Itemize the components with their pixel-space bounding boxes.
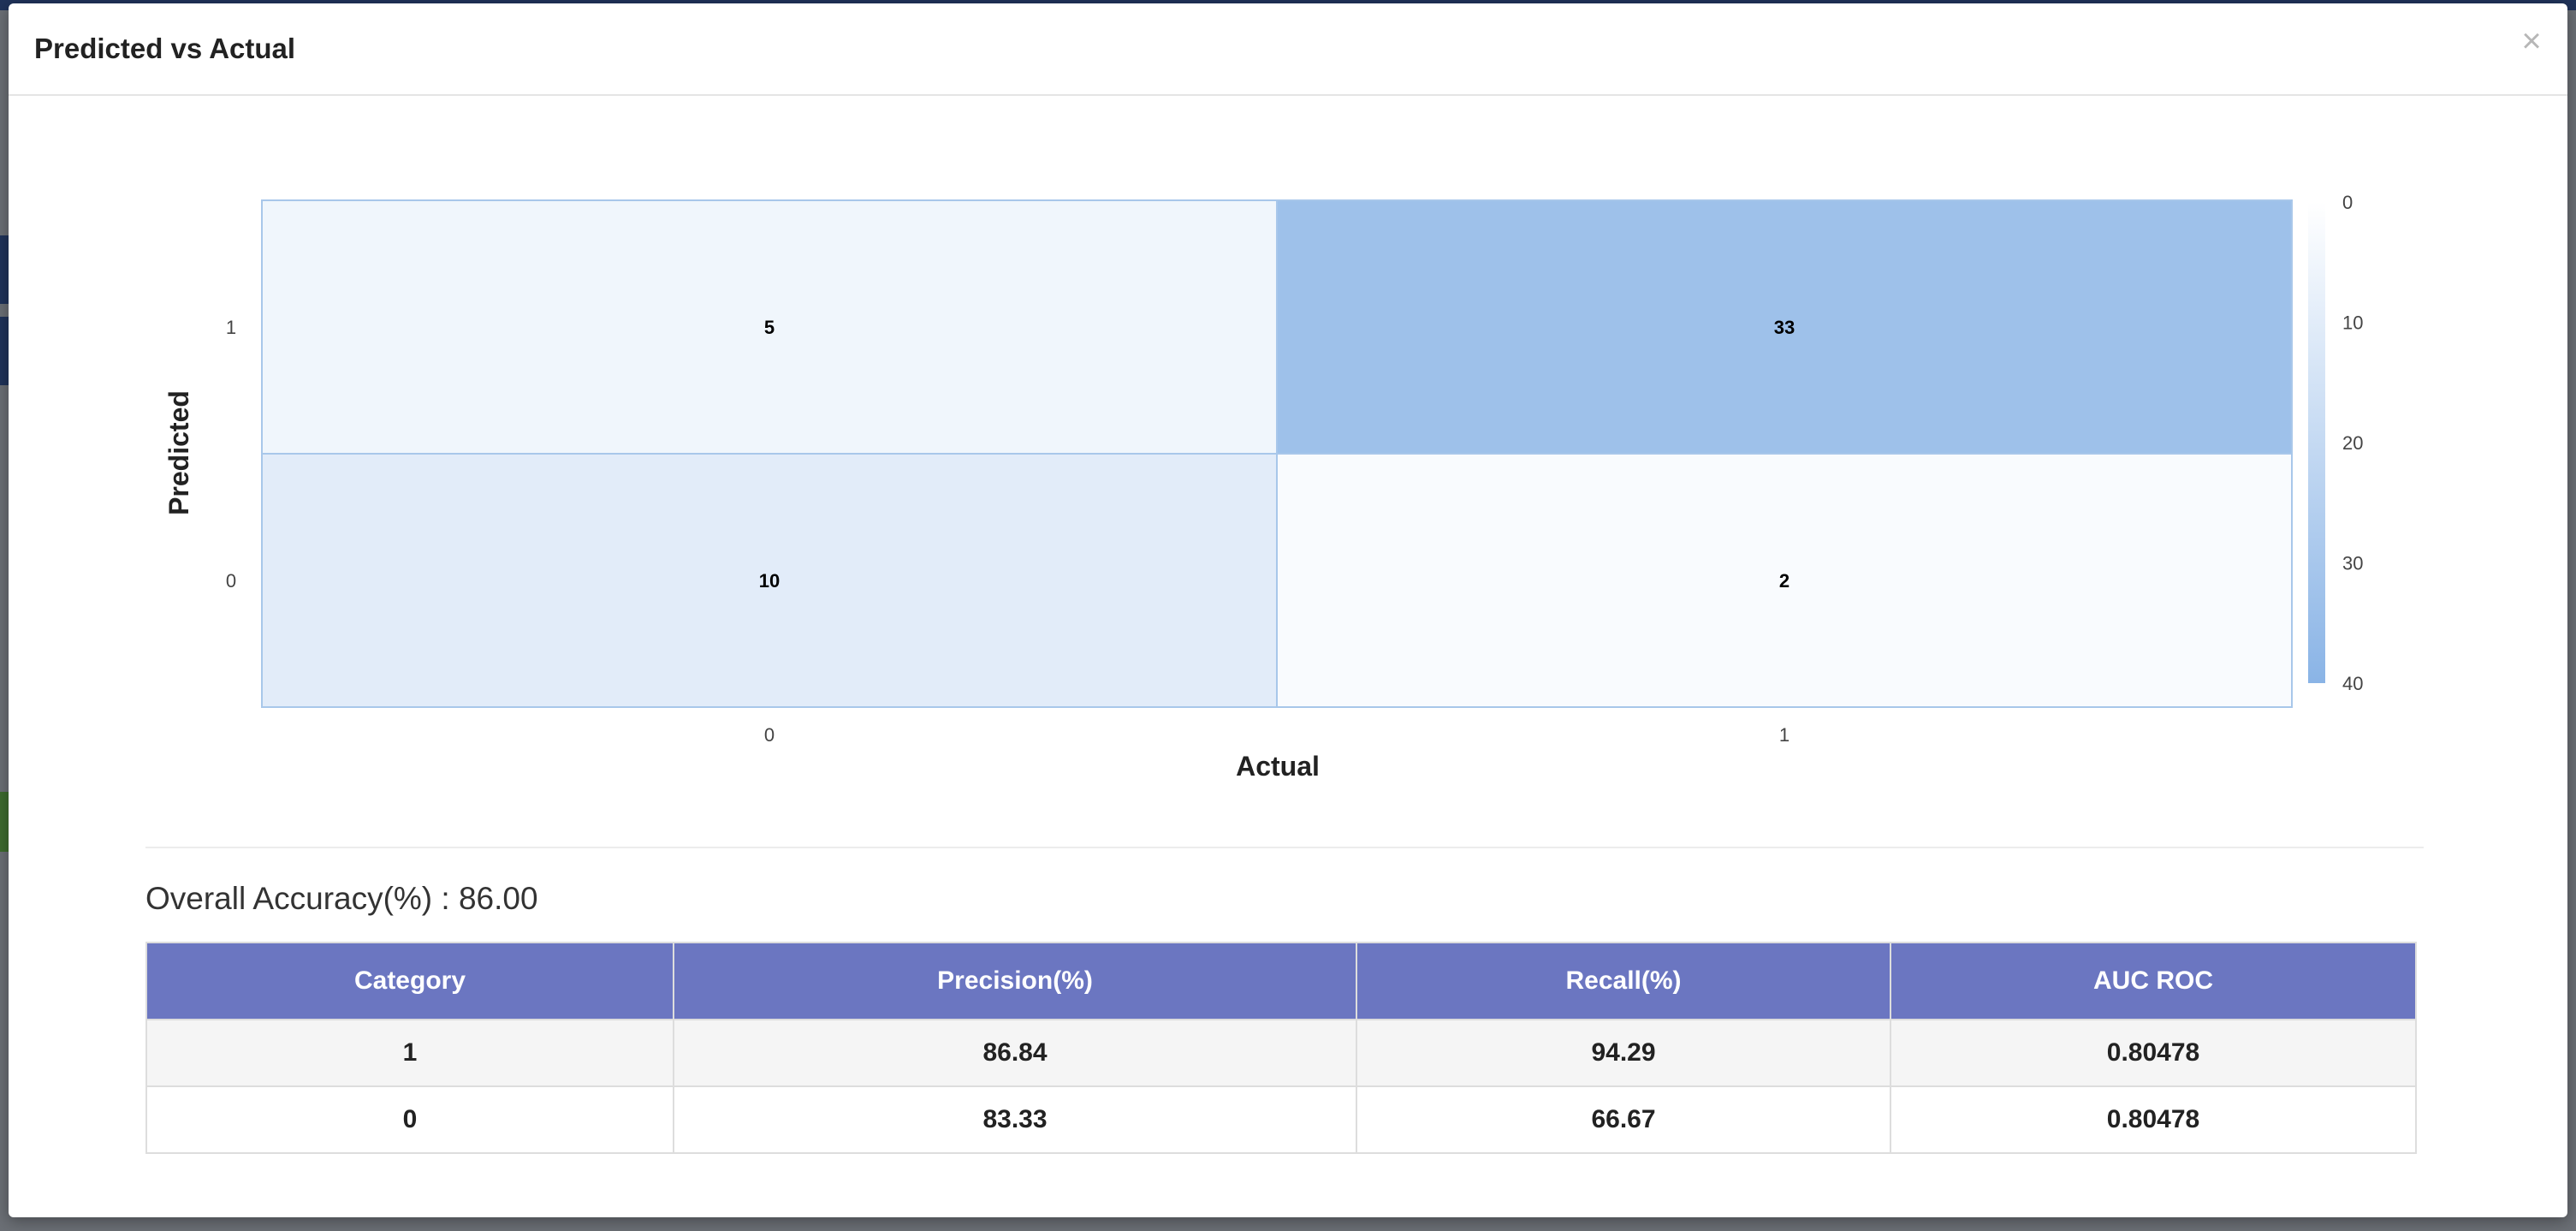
y-tick-label: 0: [226, 570, 236, 592]
heatmap-cell-label: 33: [1774, 317, 1795, 338]
y-tick-label: 1: [226, 317, 236, 338]
accuracy-label: Overall Accuracy(%) :: [145, 881, 450, 916]
cell-recall: 66.67: [1356, 1085, 1891, 1154]
colorbar-tick-label: 10: [2342, 312, 2363, 334]
cell-auc-roc: 0.80478: [1890, 1085, 2417, 1154]
close-button[interactable]: ×: [2521, 22, 2542, 60]
colorbar: [2308, 202, 2325, 683]
heatmap-cell: [1276, 453, 2293, 708]
cell-category: 1: [145, 1019, 674, 1087]
metrics-table: Category Precision(%) Recall(%) AUC ROC …: [145, 942, 2417, 1154]
cell-auc-roc: 0.80478: [1890, 1019, 2417, 1087]
divider: [145, 847, 2424, 848]
colorbar-tick-label: 40: [2342, 673, 2363, 694]
heatmap-cell-label: 2: [1779, 570, 1790, 592]
table-row: 0 83.33 66.67 0.80478: [145, 1085, 2417, 1154]
column-header-recall: Recall(%): [1356, 942, 1891, 1020]
table-row: 1 86.84 94.29 0.80478: [145, 1019, 2417, 1087]
column-header-precision: Precision(%): [673, 942, 1357, 1020]
colorbar-tick-label: 30: [2342, 553, 2363, 574]
x-axis-title: Actual: [1236, 751, 1320, 782]
backdrop-band: [0, 792, 10, 852]
heatmap-cell: [1276, 199, 2293, 455]
cell-recall: 94.29: [1356, 1019, 1891, 1087]
colorbar-tick-label: 0: [2342, 192, 2353, 213]
cell-precision: 83.33: [673, 1085, 1357, 1154]
column-header-auc-roc: AUC ROC: [1890, 942, 2417, 1020]
overall-accuracy: Overall Accuracy(%) : 86.00: [145, 881, 538, 917]
x-tick-label: 1: [1779, 724, 1790, 746]
cell-precision: 86.84: [673, 1019, 1357, 1087]
metrics-header-row: Category Precision(%) Recall(%) AUC ROC: [145, 942, 2417, 1020]
modal-header: Predicted vs Actual ×: [9, 3, 2567, 96]
colorbar-tick-label: 20: [2342, 432, 2363, 454]
x-tick-label: 0: [764, 724, 775, 746]
heatmap-cell-label: 5: [764, 317, 775, 338]
modal-title: Predicted vs Actual: [34, 33, 296, 64]
accuracy-value: 86.00: [458, 881, 538, 916]
y-axis-title: Predicted: [163, 390, 194, 515]
cell-category: 0: [145, 1085, 674, 1154]
heatmap-cell-label: 10: [759, 570, 780, 592]
column-header-category: Category: [145, 942, 674, 1020]
